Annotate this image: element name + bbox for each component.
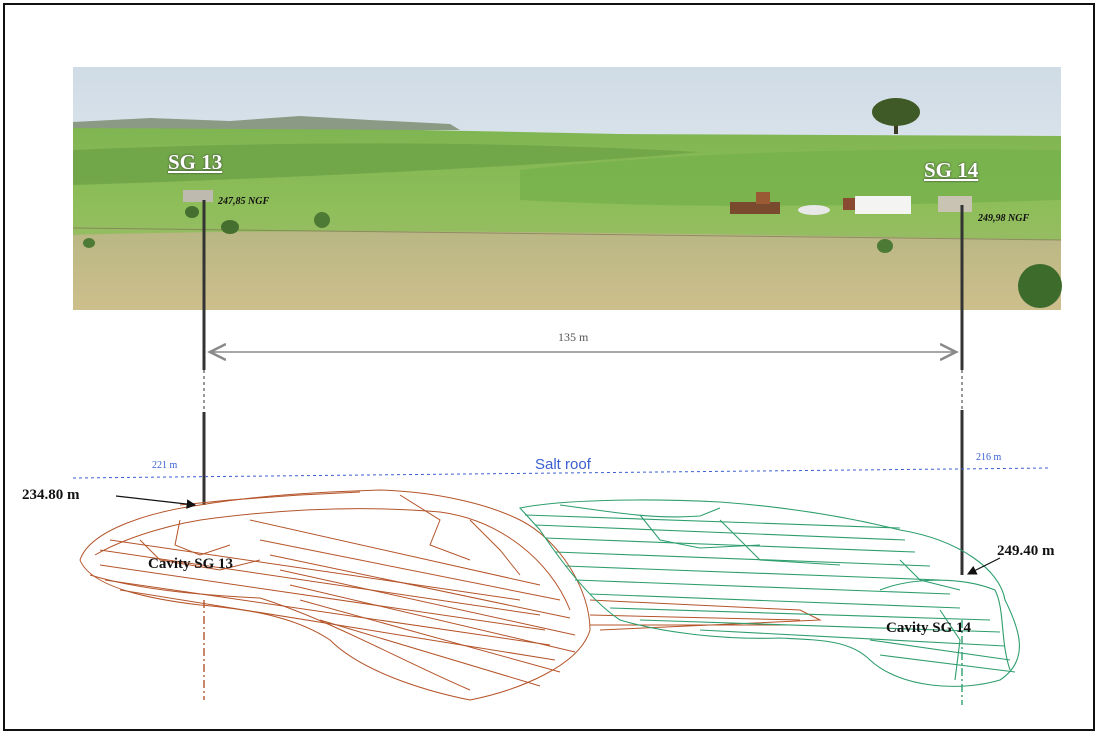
salt-roof-line	[72, 467, 1051, 479]
roof-depth-sg14: 216 m	[976, 452, 1002, 463]
pointer-sg14-top	[966, 557, 1001, 575]
roof-depth-sg13: 221 m	[152, 460, 178, 471]
label-sg13: SG 13	[168, 150, 223, 174]
salt-roof-label: Salt roof	[535, 456, 591, 473]
cavity-sg13-shape	[79, 489, 822, 701]
elevation-sg13: 247,85 NGF	[218, 196, 270, 207]
cavity-label-sg14: Cavity SG 14	[886, 620, 972, 636]
label-sg14: SG 14	[924, 158, 979, 182]
cavity-label-sg13: Cavity SG 13	[148, 556, 234, 572]
cavity-top-sg14: 249.40 m	[997, 543, 1055, 559]
pointer-sg13-top	[115, 495, 197, 509]
tree-icon	[872, 98, 920, 134]
landscape-photo	[72, 67, 1062, 310]
wellhead-sg13	[183, 190, 213, 202]
cavity-sg14-shape	[518, 499, 1020, 687]
cavity-top-sg13: 234.80 m	[22, 487, 80, 503]
elevation-sg14: 249,98 NGF	[978, 213, 1030, 224]
distance-label: 135 m	[558, 330, 589, 344]
